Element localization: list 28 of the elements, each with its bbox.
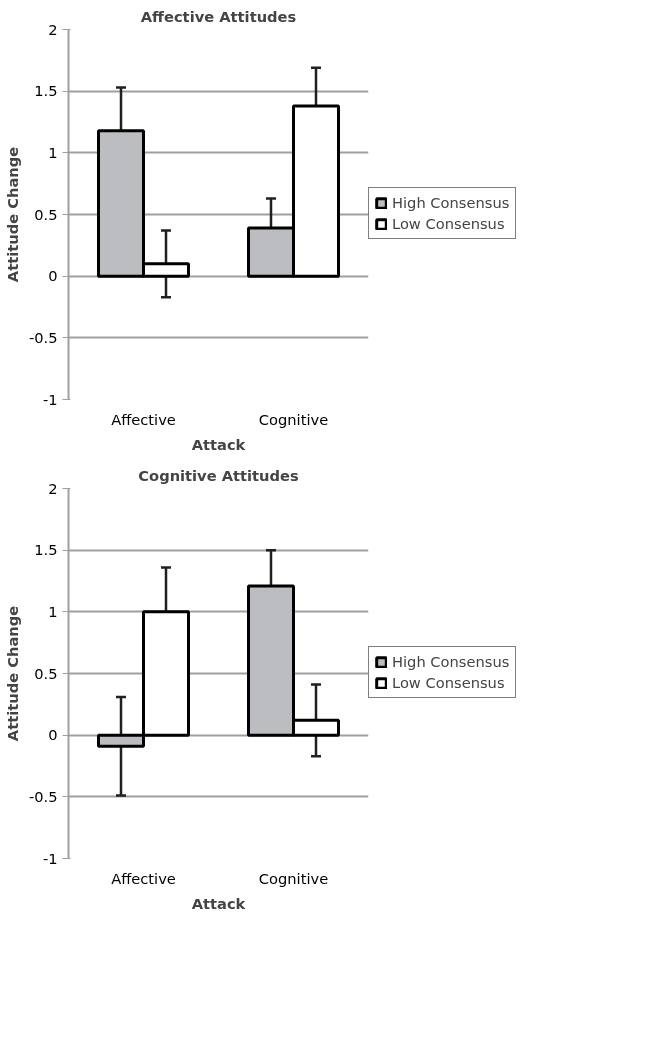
y-tick-label: 1 bbox=[48, 143, 58, 161]
x-tick-label: Affective bbox=[111, 410, 176, 428]
x-axis-title: Attack bbox=[191, 435, 247, 453]
chart-title: Affective Attitudes bbox=[140, 7, 297, 25]
chart-title: Cognitive Attitudes bbox=[138, 466, 299, 484]
y-tick-label: -1 bbox=[42, 849, 58, 867]
y-axis-title: Attitude Change bbox=[3, 605, 21, 742]
y-tick-label: 2 bbox=[48, 479, 58, 497]
y-tick-label: 2 bbox=[48, 20, 58, 38]
x-tick-label: Affective bbox=[111, 869, 176, 887]
legend-label: High Consensus bbox=[392, 194, 510, 211]
y-tick-label: 0 bbox=[48, 726, 58, 744]
legend-label: Low Consensus bbox=[392, 674, 505, 691]
x-tick-label: Cognitive bbox=[258, 869, 329, 887]
y-tick-label: 0.5 bbox=[34, 205, 58, 223]
y-axis-title: Attitude Change bbox=[3, 146, 21, 283]
y-tick-label: -1 bbox=[42, 390, 58, 408]
y-tick-label: 1.5 bbox=[34, 541, 58, 559]
x-tick-label: Cognitive bbox=[258, 410, 329, 428]
legend-label: Low Consensus bbox=[392, 215, 505, 232]
y-tick-label: 1.5 bbox=[34, 82, 58, 100]
x-axis-title: Attack bbox=[191, 894, 247, 912]
y-tick-label: -0.5 bbox=[28, 787, 58, 805]
y-tick-label: 1 bbox=[48, 602, 58, 620]
y-tick-label: 0 bbox=[48, 267, 58, 285]
legend-label: High Consensus bbox=[392, 653, 510, 670]
y-tick-label: -0.5 bbox=[28, 328, 58, 346]
y-tick-label: 0.5 bbox=[34, 664, 58, 682]
